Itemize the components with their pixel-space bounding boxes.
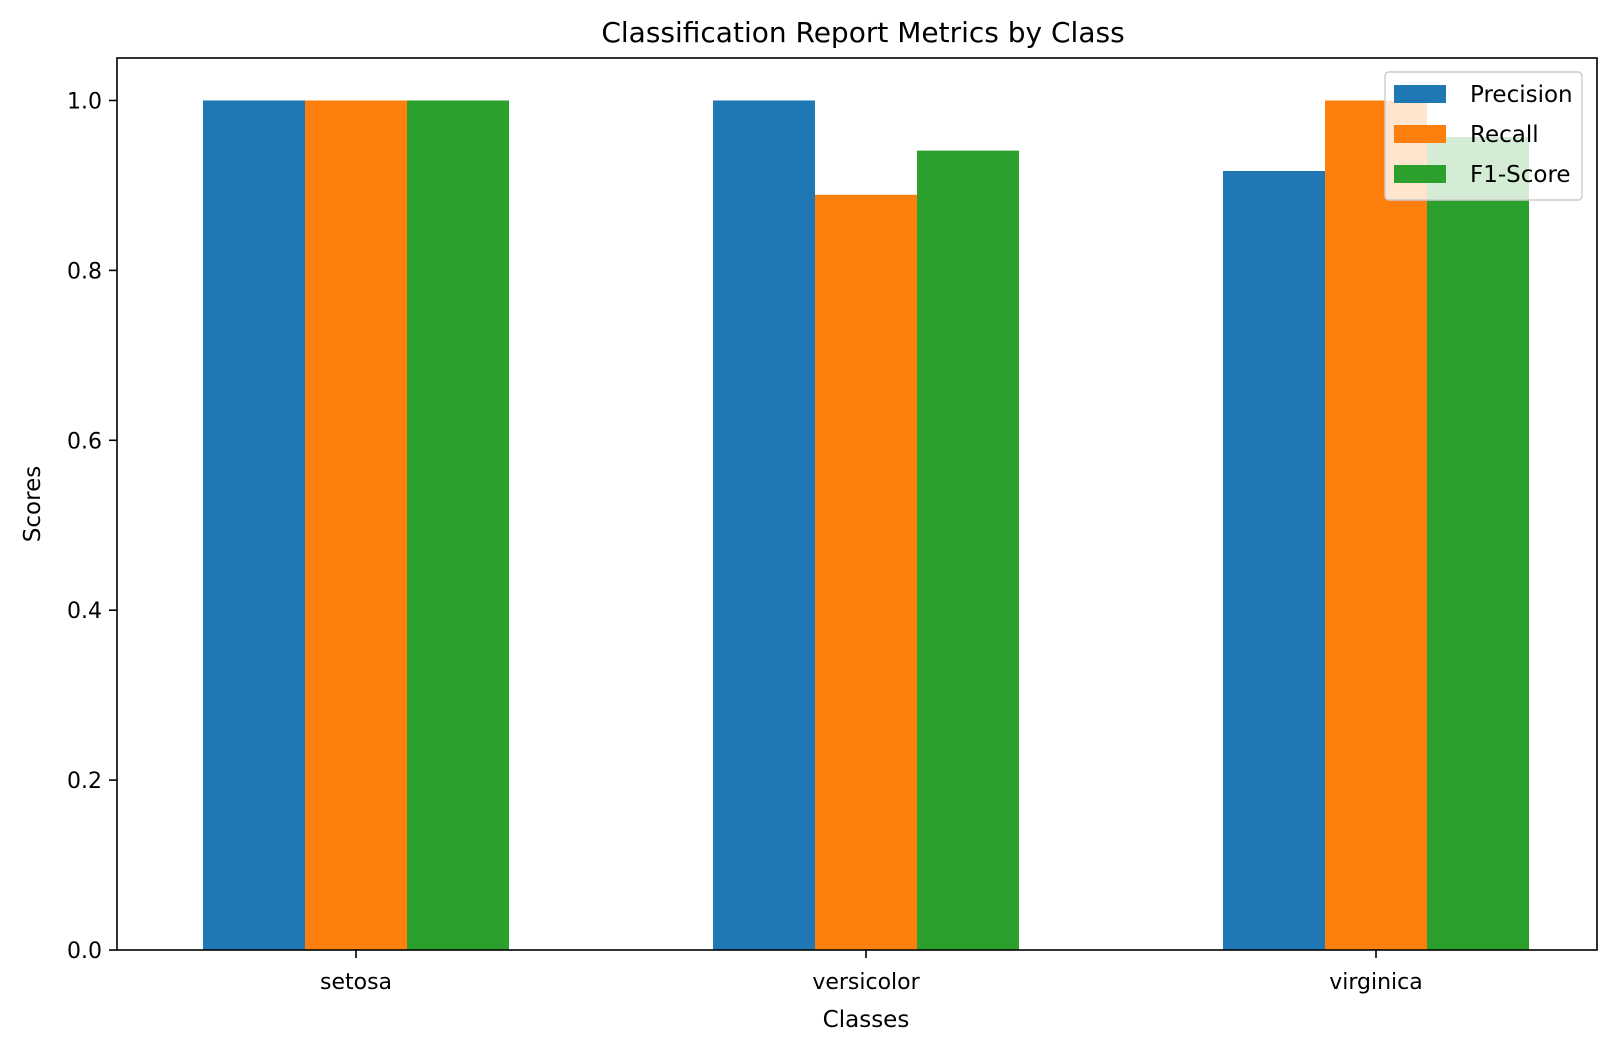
x-axis: setosa versicolor virginica <box>320 950 1423 995</box>
y-axis: 0.0 0.2 0.4 0.6 0.8 1.0 <box>67 89 117 964</box>
legend-swatch-recall <box>1394 125 1446 143</box>
y-tick-label: 0.6 <box>67 429 102 454</box>
bar-recall-setosa <box>305 100 407 950</box>
y-tick-label: 0.2 <box>67 769 102 794</box>
legend-label-recall: Recall <box>1470 122 1539 148</box>
bar-precision-virginica <box>1223 170 1325 950</box>
bar-recall-versicolor <box>815 194 917 951</box>
plot-frame <box>116 57 1598 951</box>
legend-swatch-f1-score <box>1394 165 1446 183</box>
bars-group <box>203 100 1529 951</box>
chart-title: Classification Report Metrics by Class <box>601 16 1124 49</box>
legend-label-precision: Precision <box>1470 82 1573 108</box>
legend: Precision Recall F1-Score <box>1384 71 1583 201</box>
bar-f1-score-virginica <box>1427 137 1529 950</box>
bar-f1-score-versicolor <box>917 150 1019 951</box>
x-tick-label-virginica: virginica <box>1329 970 1423 995</box>
bar-f1-score-setosa <box>407 100 509 950</box>
y-tick-label: 1.0 <box>67 89 102 114</box>
bar-precision-setosa <box>203 100 305 950</box>
bar-recall-virginica <box>1325 100 1427 950</box>
legend-label-f1-score: F1-Score <box>1470 162 1571 188</box>
y-tick-label: 0.0 <box>67 939 102 964</box>
y-tick-label: 0.4 <box>67 599 102 624</box>
x-tick-label-setosa: setosa <box>320 970 392 995</box>
y-tick-label: 0.8 <box>67 259 102 284</box>
legend-swatch-precision <box>1394 85 1446 103</box>
bar-precision-versicolor <box>713 100 815 950</box>
y-axis-label: Scores <box>20 466 46 542</box>
x-tick-label-versicolor: versicolor <box>812 970 920 995</box>
x-axis-label: Classes <box>823 1007 910 1033</box>
